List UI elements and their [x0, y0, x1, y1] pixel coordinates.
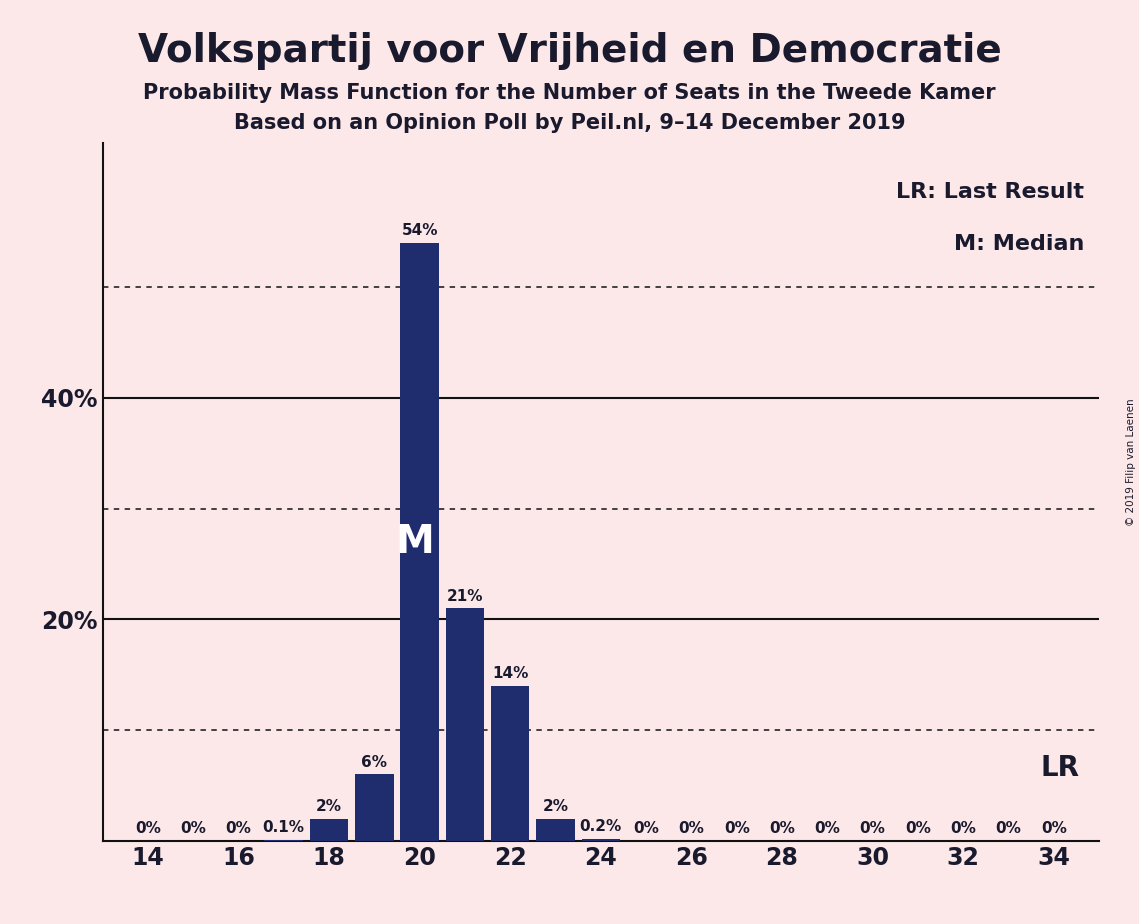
Bar: [445, 608, 484, 841]
Text: 0%: 0%: [1041, 821, 1067, 836]
Text: Volkspartij voor Vrijheid en Democratie: Volkspartij voor Vrijheid en Democratie: [138, 32, 1001, 70]
Text: 21%: 21%: [446, 589, 483, 604]
Text: 54%: 54%: [401, 224, 437, 238]
Text: 2%: 2%: [316, 799, 342, 814]
Bar: [536, 819, 575, 841]
Text: 14%: 14%: [492, 666, 528, 681]
Text: 0%: 0%: [995, 821, 1022, 836]
Text: 2%: 2%: [542, 799, 568, 814]
Text: Based on an Opinion Poll by Peil.nl, 9–14 December 2019: Based on an Opinion Poll by Peil.nl, 9–1…: [233, 113, 906, 133]
Text: LR: LR: [1040, 754, 1079, 782]
Text: 0%: 0%: [906, 821, 931, 836]
Text: 6%: 6%: [361, 755, 387, 770]
Text: 0%: 0%: [134, 821, 161, 836]
Text: 0%: 0%: [180, 821, 206, 836]
Bar: [355, 774, 394, 841]
Bar: [582, 839, 620, 841]
Text: 0%: 0%: [633, 821, 659, 836]
Bar: [401, 243, 439, 841]
Text: 0%: 0%: [860, 821, 885, 836]
Text: 0.2%: 0.2%: [580, 820, 622, 834]
Text: LR: Last Result: LR: Last Result: [896, 182, 1084, 201]
Text: M: M: [395, 523, 434, 561]
Text: 0%: 0%: [950, 821, 976, 836]
Text: © 2019 Filip van Laenen: © 2019 Filip van Laenen: [1126, 398, 1136, 526]
Text: 0%: 0%: [226, 821, 252, 836]
Text: 0%: 0%: [679, 821, 704, 836]
Text: 0%: 0%: [814, 821, 841, 836]
Text: 0%: 0%: [769, 821, 795, 836]
Bar: [310, 819, 349, 841]
Text: 0%: 0%: [723, 821, 749, 836]
Text: Probability Mass Function for the Number of Seats in the Tweede Kamer: Probability Mass Function for the Number…: [144, 83, 995, 103]
Bar: [264, 840, 303, 841]
Text: 0.1%: 0.1%: [263, 821, 305, 835]
Text: M: Median: M: Median: [953, 234, 1084, 254]
Bar: [491, 686, 530, 841]
